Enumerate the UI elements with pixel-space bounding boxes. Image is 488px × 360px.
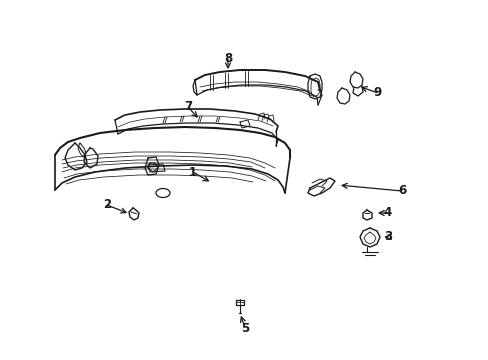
Text: 7: 7 [183, 100, 192, 113]
Text: 2: 2 [103, 198, 111, 211]
Text: 6: 6 [397, 184, 406, 198]
Text: 1: 1 [188, 166, 197, 179]
Text: 3: 3 [383, 230, 391, 243]
Text: 4: 4 [383, 207, 391, 220]
Text: 8: 8 [224, 51, 232, 64]
Text: 5: 5 [241, 321, 248, 334]
Text: 9: 9 [373, 86, 381, 99]
